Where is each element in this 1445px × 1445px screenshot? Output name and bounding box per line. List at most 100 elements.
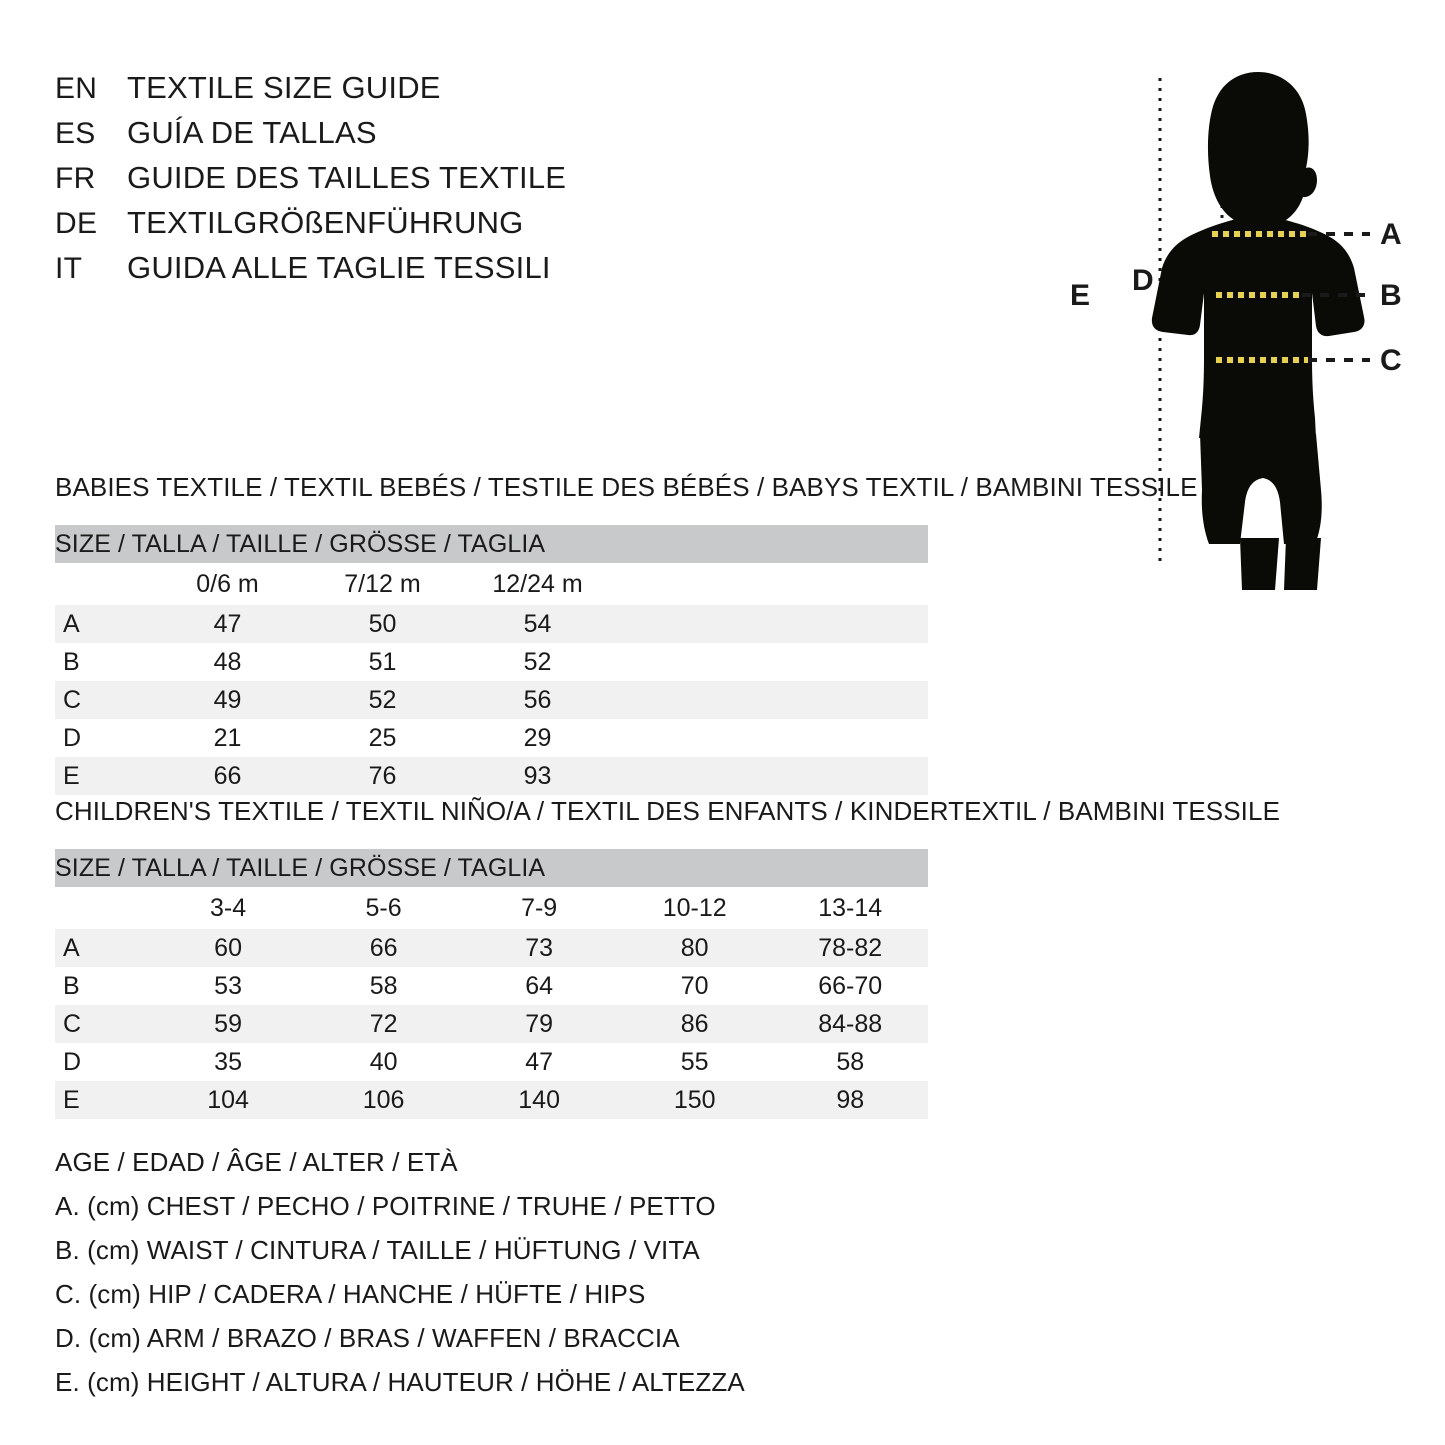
children-cell-b-2: 64 (525, 971, 554, 1000)
children-cell-b-0: 53 (214, 971, 242, 1000)
children-cell-d-1: 40 (369, 1047, 398, 1076)
figure-label-a: A (1380, 218, 1402, 251)
children-cell-a-2: 73 (461, 929, 617, 967)
language-code: EN (55, 72, 98, 105)
language-row-it: IT GUIDA ALLE TAGLIE TESSILI (55, 250, 675, 295)
babies-row-label-d: D (63, 723, 82, 752)
children-cell-b-1: 58 (369, 971, 398, 1000)
legend-line-c-hip: C. (cm) HIP / CADERA / HANCHE / HÜFTE / … (55, 1279, 646, 1309)
babies-col-header-1: 7/12 m (344, 569, 421, 598)
language-code: IT (55, 252, 83, 285)
babies-col-header-0: 0/6 m (196, 569, 259, 598)
children-col-header-2: 7-9 (521, 893, 558, 922)
measurement-legend: AGE / EDAD / ÂGE / ALTER / ETÀ A. (cm) C… (55, 1140, 955, 1404)
children-row-label-c: C (55, 1005, 151, 1043)
language-title: GUÍA DE TALLAS (127, 115, 377, 150)
table-row: C 59 72 79 86 84-88 (55, 1005, 928, 1043)
children-col-header-0: 3-4 (210, 893, 247, 922)
legend-line-e-height: E. (cm) HEIGHT / ALTURA / HAUTEUR / HÖHE… (55, 1367, 745, 1397)
babies-cell-c-2: 56 (460, 681, 615, 719)
legend-line-age: AGE / EDAD / ÂGE / ALTER / ETÀ (55, 1147, 458, 1177)
babies-section-title: BABIES TEXTILE / TEXTIL BEBÉS / TESTILE … (55, 472, 1198, 502)
children-col-header-1: 5-6 (365, 893, 402, 922)
babies-col-header-2: 12/24 m (492, 569, 583, 598)
legend-line-a-chest: A. (cm) CHEST / PECHO / POITRINE / TRUHE… (55, 1191, 716, 1221)
legend-line-b-waist: B. (cm) WAIST / CINTURA / TAILLE / HÜFTU… (55, 1235, 700, 1265)
babies-cell-e-0: 66 (150, 757, 305, 795)
language-row-es: ES GUÍA DE TALLAS (55, 115, 675, 160)
babies-corner-cell (55, 563, 150, 605)
figure-label-e: E (1070, 279, 1090, 312)
children-cell-e-2: 140 (461, 1081, 617, 1119)
babies-cell-e-2: 93 (460, 757, 615, 795)
children-row-label-b: B (63, 971, 80, 1000)
children-col-header-4: 13-14 (818, 893, 883, 922)
babies-cell-c-1: 52 (305, 681, 460, 719)
children-cell-e-3: 150 (616, 1081, 773, 1119)
babies-band-header-row: SIZE / TALLA / TAILLE / GRÖSSE / TAGLIA (55, 525, 928, 563)
children-section-title: CHILDREN'S TEXTILE / TEXTIL NIÑO/A / TEX… (55, 796, 1281, 826)
language-title: TEXTILE SIZE GUIDE (127, 70, 441, 105)
table-row: D 21 25 29 (55, 719, 928, 757)
child-silhouette-icon (1151, 72, 1365, 590)
babies-cell-a-2: 54 (460, 605, 615, 643)
babies-column-header-row: 0/6 m 7/12 m 12/24 m (55, 563, 928, 605)
children-cell-b-3: 70 (680, 971, 709, 1000)
children-row-label-e: E (55, 1081, 151, 1119)
babies-cell-b-2: 52 (523, 647, 552, 676)
babies-cell-b-1: 51 (368, 647, 397, 676)
children-corner-cell (55, 887, 150, 929)
babies-cell-d-1: 25 (368, 723, 397, 752)
children-band-label: SIZE / TALLA / TAILLE / GRÖSSE / TAGLIA (55, 849, 928, 887)
children-cell-a-4: 78-82 (772, 929, 928, 967)
children-section: CHILDREN'S TEXTILE / TEXTIL NIÑO/A / TEX… (55, 796, 1281, 1119)
children-cell-d-3: 55 (680, 1047, 709, 1076)
language-code: FR (55, 162, 96, 195)
language-row-fr: FR GUIDE DES TAILLES TEXTILE (55, 160, 675, 205)
table-row: B 53 58 64 70 66-70 (55, 967, 928, 1005)
language-title-block: EN TEXTILE SIZE GUIDE ES GUÍA DE TALLAS … (55, 70, 675, 295)
children-cell-c-4: 84-88 (772, 1005, 928, 1043)
children-cell-c-1: 72 (305, 1005, 462, 1043)
babies-cell-a-1: 50 (305, 605, 460, 643)
language-title: TEXTILGRÖßENFÜHRUNG (127, 205, 524, 240)
language-code: DE (55, 207, 98, 240)
children-cell-c-0: 59 (150, 1005, 306, 1043)
children-row-label-d: D (63, 1047, 82, 1076)
children-cell-e-1: 106 (305, 1081, 462, 1119)
children-cell-e-0: 104 (150, 1081, 306, 1119)
children-cell-a-0: 60 (150, 929, 306, 967)
table-row: B 48 51 52 (55, 643, 928, 681)
children-cell-a-1: 66 (305, 929, 462, 967)
babies-cell-a-0: 47 (150, 605, 305, 643)
babies-cell-e-1: 76 (305, 757, 460, 795)
babies-row-label-c: C (55, 681, 150, 719)
children-row-label-a: A (55, 929, 151, 967)
children-cell-c-2: 79 (461, 1005, 617, 1043)
table-row: A 60 66 73 80 78-82 (55, 929, 928, 967)
language-row-de: DE TEXTILGRÖßENFÜHRUNG (55, 205, 675, 250)
measurement-figure-panel: A B C D E (1040, 50, 1445, 590)
babies-cell-d-0: 21 (213, 723, 242, 752)
language-title: GUIDE DES TAILLES TEXTILE (127, 160, 567, 195)
children-cell-d-4: 58 (836, 1047, 865, 1076)
figure-label-b: B (1380, 279, 1402, 312)
children-cell-d-0: 35 (214, 1047, 242, 1076)
legend-line-d-arm: D. (cm) ARM / BRAZO / BRAS / WAFFEN / BR… (55, 1323, 680, 1353)
babies-cell-c-0: 49 (150, 681, 305, 719)
children-cell-b-4: 66-70 (818, 971, 883, 1000)
children-cell-d-2: 47 (525, 1047, 554, 1076)
babies-size-table: SIZE / TALLA / TAILLE / GRÖSSE / TAGLIA … (55, 525, 928, 795)
babies-band-label: SIZE / TALLA / TAILLE / GRÖSSE / TAGLIA (55, 525, 928, 563)
language-code: ES (55, 117, 96, 150)
babies-row-label-e: E (55, 757, 150, 795)
children-col-header-3: 10-12 (662, 893, 727, 922)
children-band-header-row: SIZE / TALLA / TAILLE / GRÖSSE / TAGLIA (55, 849, 928, 887)
language-title: GUIDA ALLE TAGLIE TESSILI (127, 250, 551, 285)
figure-label-d: D (1132, 264, 1154, 297)
children-column-header-row: 3-4 5-6 7-9 10-12 13-14 (55, 887, 928, 929)
figure-label-c: C (1380, 344, 1402, 377)
table-row: E 104 106 140 150 98 (55, 1081, 928, 1119)
children-cell-c-3: 86 (616, 1005, 773, 1043)
table-row: D 35 40 47 55 58 (55, 1043, 928, 1081)
